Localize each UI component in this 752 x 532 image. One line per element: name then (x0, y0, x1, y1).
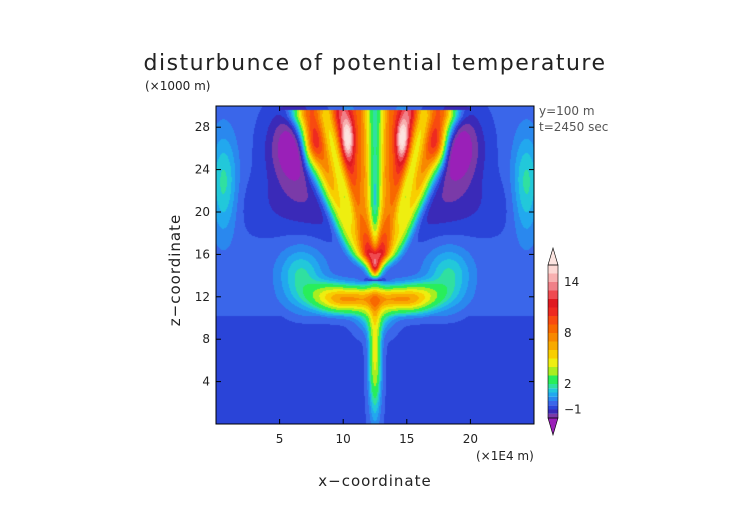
y-tick-label: 20 (195, 205, 210, 219)
colorbar-tick-label: 14 (564, 275, 579, 289)
colorbar-segment (548, 341, 558, 350)
y-axis-unit: (×1000 m) (145, 79, 210, 93)
x-tick-label: 20 (463, 432, 478, 446)
colorbar-segment (548, 350, 558, 359)
colorbar-segment (548, 290, 558, 299)
y-tick-label: 12 (195, 290, 210, 304)
colorbar-segment (548, 401, 558, 406)
colorbar-segment (548, 358, 558, 367)
annotation-y-position: y=100 m (539, 104, 595, 118)
colorbar-segment (548, 367, 558, 376)
colorbar-segment (548, 405, 558, 410)
colorbar-segment (548, 316, 558, 325)
plot-frame (215, 105, 535, 425)
colorbar-segment (548, 307, 558, 316)
colorbar-segment (548, 324, 558, 333)
colorbar-tick-label: −1 (564, 403, 582, 417)
colorbar-segment (548, 392, 558, 397)
colorbar-frame (547, 264, 559, 419)
x-tick-label: 15 (399, 432, 414, 446)
colorbar-segment (548, 333, 558, 342)
colorbar-segment (548, 299, 558, 308)
y-axis-label: z−coordinate (166, 214, 184, 326)
colorbar-segment (548, 396, 558, 401)
x-axis-unit: (×1E4 m) (476, 449, 534, 463)
field-image (216, 106, 534, 424)
y-tick-label: 4 (202, 375, 210, 389)
colorbar-segment (548, 375, 558, 384)
colorbar-segment (548, 282, 558, 291)
y-tick-label: 16 (195, 247, 210, 261)
colorbar: −1 2 8 14 (547, 246, 582, 437)
colorbar-segment (548, 413, 558, 418)
chart-title: disturbunce of potential temperature (144, 51, 607, 76)
colorbar-segment (548, 409, 558, 414)
x-axis-label: x−coordinate (318, 472, 431, 490)
y-tick-label: 24 (195, 163, 210, 177)
colorbar-segment (548, 388, 558, 393)
x-tick-label: 5 (276, 432, 284, 446)
colorbar-segment (548, 265, 558, 274)
x-tick-label: 10 (336, 432, 351, 446)
colorbar-tick-label: 2 (564, 377, 572, 391)
colorbar-over-arrow (547, 246, 559, 266)
annotation-time: t=2450 sec (539, 120, 608, 134)
colorbar-under-arrow (547, 417, 559, 437)
colorbar-tick-label: 8 (564, 326, 572, 340)
colorbar-segment (548, 384, 558, 389)
y-tick-label: 8 (202, 332, 210, 346)
colorbar-segment (548, 273, 558, 282)
y-tick-label: 28 (195, 120, 210, 134)
